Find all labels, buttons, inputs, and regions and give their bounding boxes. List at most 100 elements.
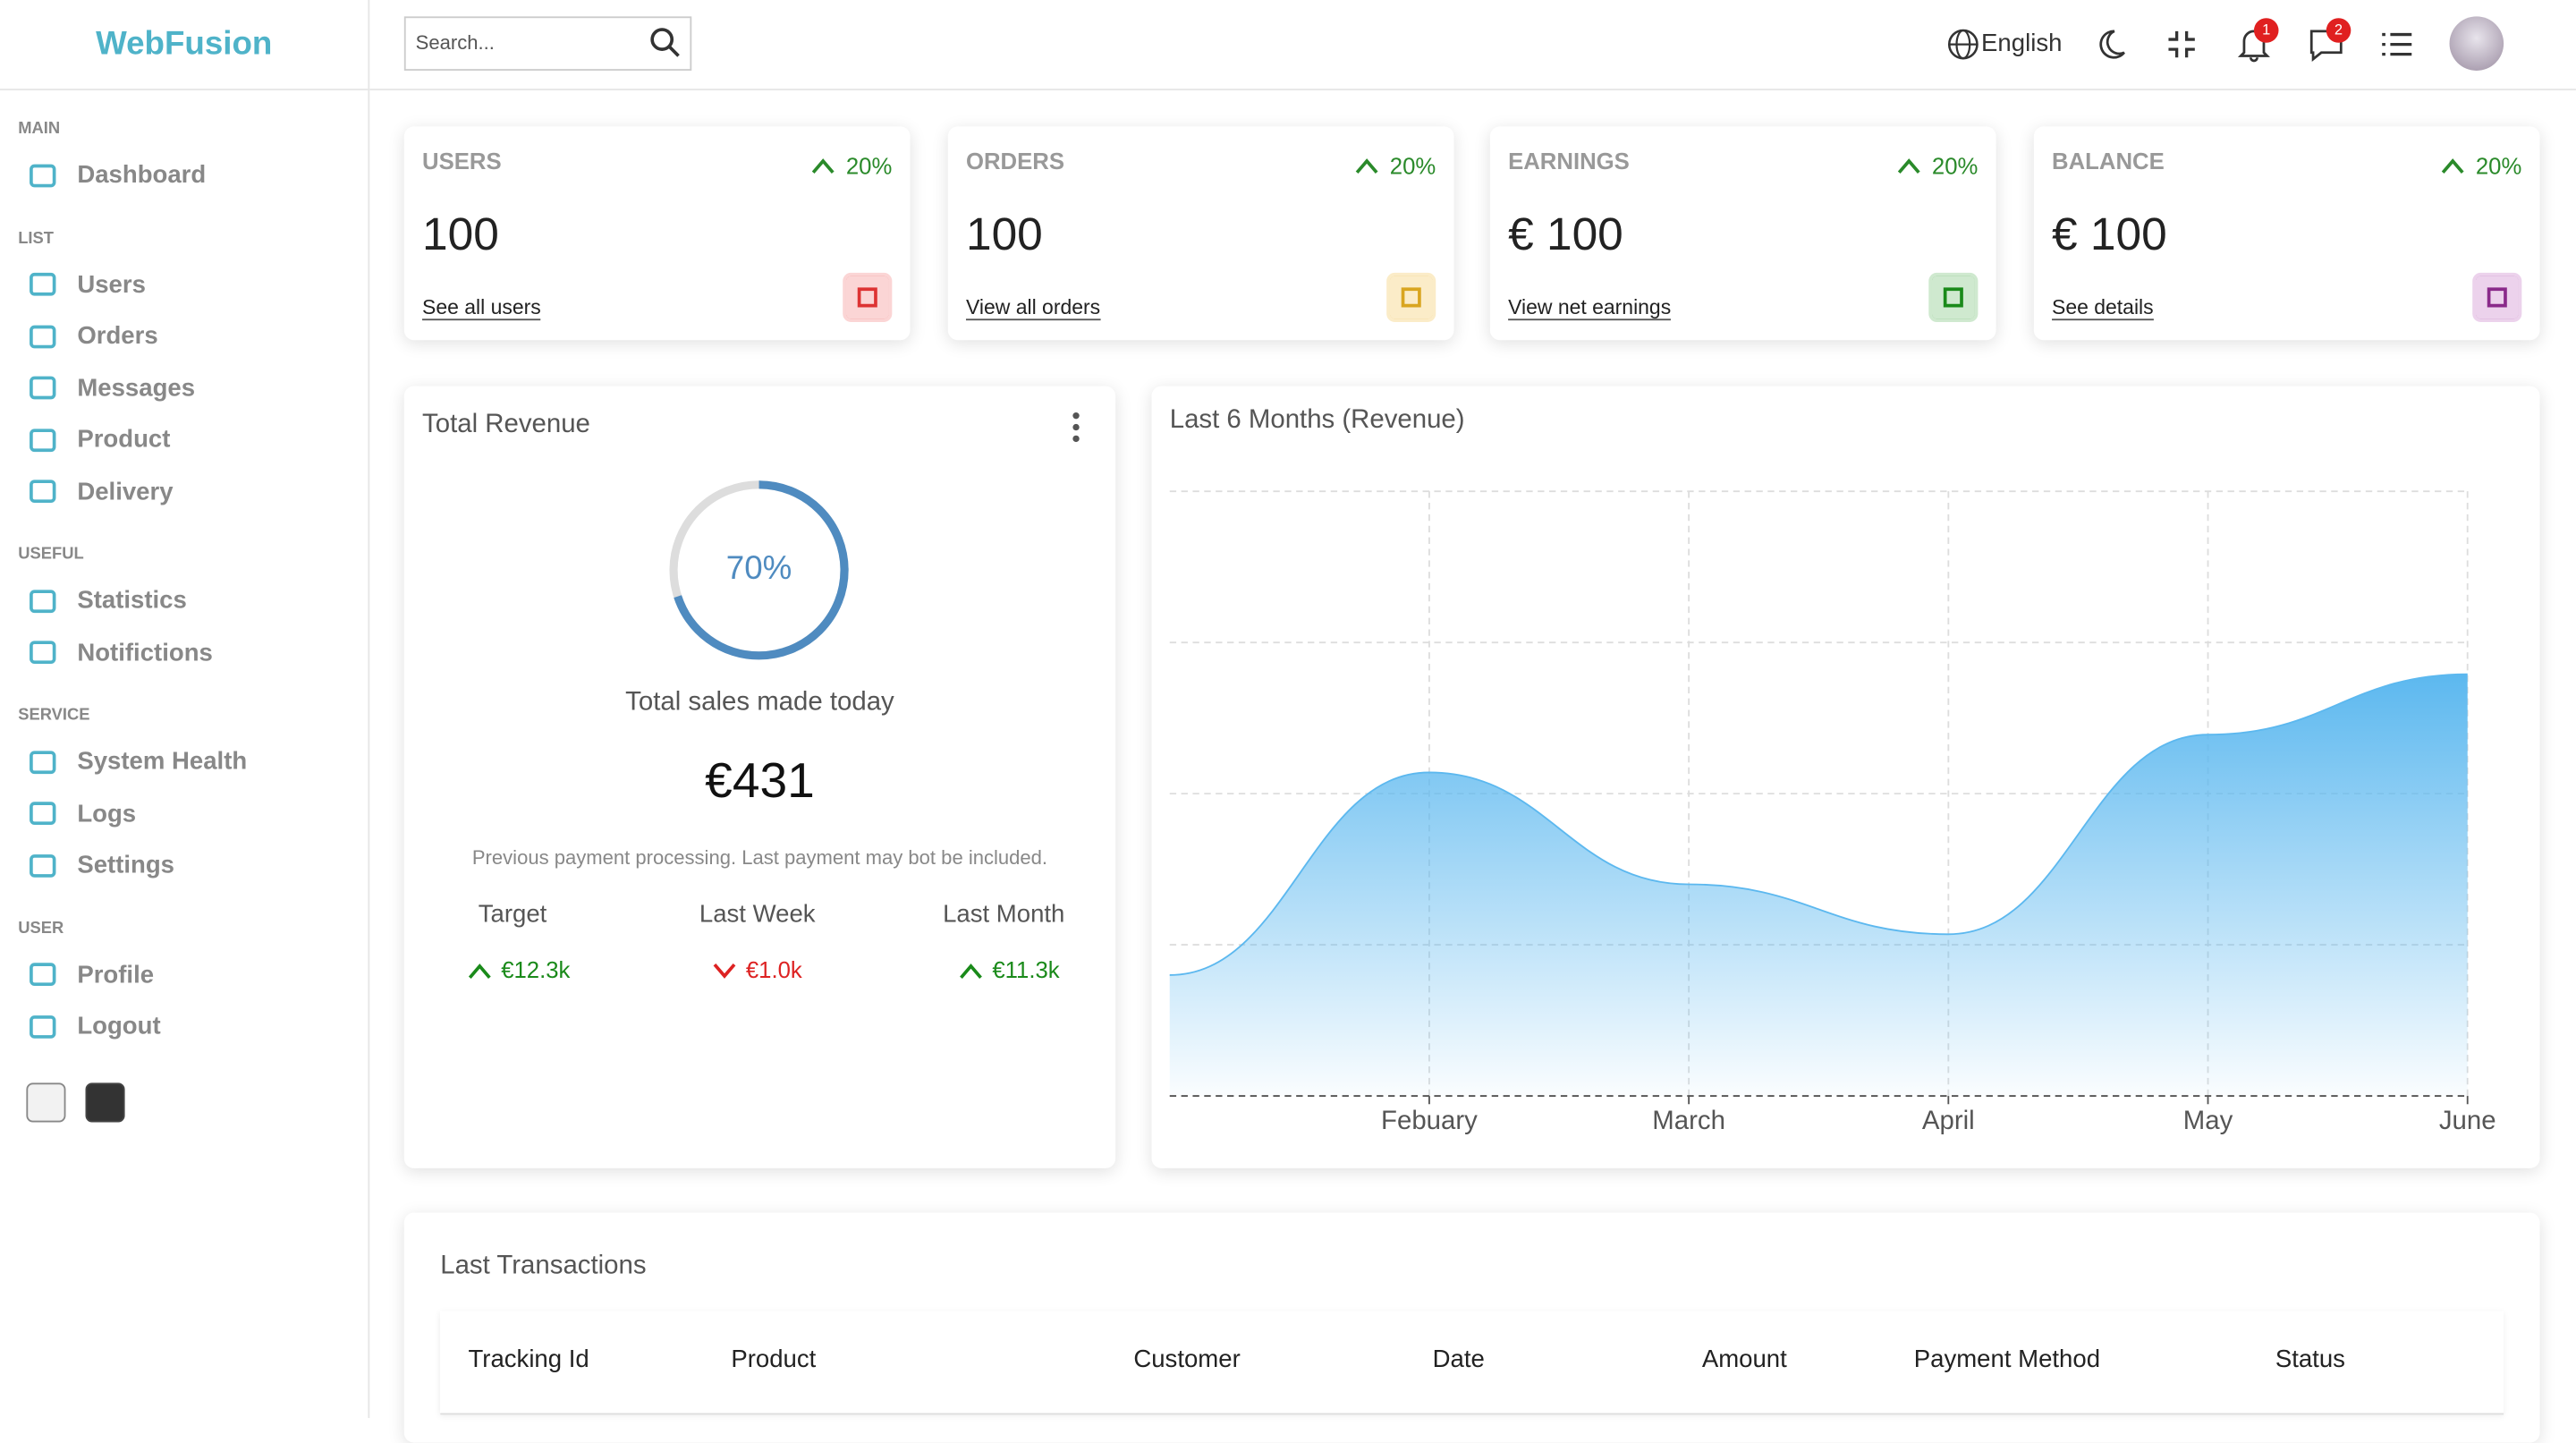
menu-item[interactable]: Settings xyxy=(0,840,368,892)
language[interactable]: English xyxy=(1981,30,2063,58)
menu-label: Statistics xyxy=(77,587,187,615)
menu-label: Profile xyxy=(77,961,155,989)
menu-icon xyxy=(30,480,56,504)
section-title: SERVICE xyxy=(18,706,90,725)
summary-amount: €11.3k xyxy=(992,955,1060,983)
progress-label: 70% xyxy=(726,549,792,586)
section-title: USER xyxy=(18,919,64,938)
widget-value: 100 xyxy=(965,208,1043,260)
up-arrow xyxy=(2441,158,2464,174)
x-tick-label: Febuary xyxy=(1381,1106,1478,1135)
arrow xyxy=(1897,158,1920,174)
widget-title: EARNINGS xyxy=(1508,148,1630,174)
widget-value: € 100 xyxy=(1508,208,1623,260)
avatar[interactable] xyxy=(2449,16,2504,71)
menu-item[interactable]: Logout xyxy=(0,1001,368,1053)
menu-icon xyxy=(30,802,56,826)
column-header[interactable]: Product xyxy=(731,1345,817,1374)
x-tick-label: May xyxy=(2183,1106,2233,1135)
summary-title: Target xyxy=(478,900,547,929)
menu-label: System Health xyxy=(77,748,248,777)
widget-change: 20% xyxy=(1389,152,1436,180)
fullscreen-icon[interactable] xyxy=(2167,30,2197,59)
menu-item[interactable]: Delivery xyxy=(0,466,368,518)
menu-item[interactable]: Notifictions xyxy=(0,627,368,679)
sidebar: WebFusion MAIN Dashboard LIST Users Orders Me… xyxy=(0,0,370,1419)
x-tick-label: March xyxy=(1652,1106,1725,1135)
dark-theme[interactable] xyxy=(85,1082,125,1123)
list-icon[interactable] xyxy=(2380,30,2413,59)
area xyxy=(1169,674,2468,1097)
dark-mode-icon[interactable] xyxy=(2095,28,2128,61)
menu-icon xyxy=(30,164,56,187)
transactions-card: Last Transactions Tracking Id Product Cust… xyxy=(403,1212,2540,1443)
revenue-title: Total Revenue xyxy=(422,411,590,439)
menu-item[interactable]: System Health xyxy=(0,736,368,788)
light-theme[interactable] xyxy=(26,1082,66,1123)
revenue-subtitle: Total sales made today xyxy=(625,688,894,717)
widget-title: USERS xyxy=(422,148,502,174)
widget-title: ORDERS xyxy=(965,148,1065,174)
menu-label: Logs xyxy=(77,800,137,828)
widget-icon xyxy=(1386,272,1436,322)
arrow xyxy=(960,963,982,980)
arrow xyxy=(468,963,491,980)
menu-item[interactable]: Profile xyxy=(0,949,368,1001)
menu-item[interactable]: Product xyxy=(0,414,368,466)
menu-icon xyxy=(30,1014,56,1039)
trend-arrow xyxy=(960,963,982,980)
widget-link[interactable]: See details xyxy=(2052,295,2154,321)
progress-ring: 70% xyxy=(669,480,849,660)
up-arrow xyxy=(811,158,835,174)
menu-icon xyxy=(30,853,56,878)
widget: EARNINGS 20% € 100 View net earnings xyxy=(1489,126,1996,341)
column-header[interactable]: Date xyxy=(1432,1345,1485,1374)
menu-item[interactable]: Statistics xyxy=(0,575,368,627)
up-arrow xyxy=(1897,158,1920,174)
widget-change: 20% xyxy=(1931,152,1979,180)
menu-item[interactable]: Orders xyxy=(0,310,368,362)
widget-icon xyxy=(2472,272,2522,322)
menu-icon xyxy=(30,750,56,774)
summary-amount: €12.3k xyxy=(501,955,571,983)
notification-badge: 1 xyxy=(2253,18,2279,43)
arrow xyxy=(1355,158,1378,174)
message-badge: 2 xyxy=(2326,18,2351,43)
menu-item[interactable]: Dashboard xyxy=(0,149,368,201)
widget-value: € 100 xyxy=(2052,208,2167,260)
widget: USERS 20% 100 See all users xyxy=(403,126,911,341)
x-tick-label: April xyxy=(1922,1106,1975,1135)
column-header[interactable]: Status xyxy=(2275,1345,2345,1374)
menu-icon xyxy=(30,641,56,665)
column-header[interactable]: Customer xyxy=(1133,1345,1241,1374)
summary-title: Last Week xyxy=(699,900,816,929)
section-title: MAIN xyxy=(18,120,61,139)
trend-arrow xyxy=(713,963,736,979)
column-header[interactable]: Payment Method xyxy=(1913,1345,2101,1374)
search-input[interactable]: Search... xyxy=(403,16,692,71)
summary-amount: €1.0k xyxy=(745,955,802,983)
search-icon[interactable] xyxy=(648,26,682,59)
topbar: Search... English 1 2 xyxy=(369,0,2576,91)
widget-value: 100 xyxy=(422,208,499,260)
widget-link[interactable]: View all orders xyxy=(965,295,1101,321)
brand[interactable]: WebFusion xyxy=(0,0,369,91)
widget-link[interactable]: View net earnings xyxy=(1508,295,1672,321)
column-header[interactable]: Tracking Id xyxy=(468,1345,589,1374)
menu-item[interactable]: Users xyxy=(0,259,368,310)
menu-item[interactable]: Logs xyxy=(0,788,368,840)
widget: ORDERS 20% 100 View all orders xyxy=(947,126,1454,341)
transactions-title: Last Transactions xyxy=(440,1252,647,1280)
menu-label: Delivery xyxy=(77,478,174,506)
globe-icon[interactable] xyxy=(1946,28,1979,61)
column-header[interactable]: Amount xyxy=(1701,1345,1787,1374)
widget-link[interactable]: See all users xyxy=(422,295,541,321)
menu-item[interactable]: Messages xyxy=(0,362,368,414)
arrow xyxy=(2441,158,2464,174)
menu-label: Orders xyxy=(77,322,158,351)
menu-icon xyxy=(30,377,56,400)
more-icon[interactable] xyxy=(1070,411,1083,444)
table-header: Tracking Id Product Customer Date Amount Paym… xyxy=(440,1311,2504,1415)
menu-icon xyxy=(30,428,56,452)
